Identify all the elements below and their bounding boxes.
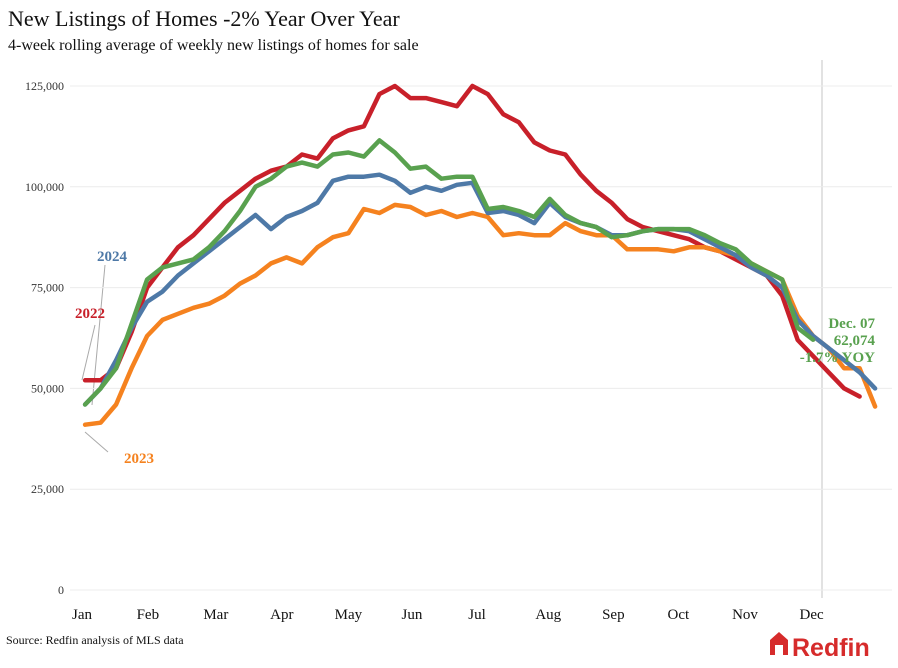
x-tick-label: Jan <box>72 607 92 623</box>
series-line <box>82 138 816 407</box>
y-tick-label: 25,000 <box>31 482 64 496</box>
logo-icon <box>770 632 788 655</box>
x-tick-label: Nov <box>732 607 758 623</box>
y-tick-label: 100,000 <box>25 180 64 194</box>
chart-title: New Listings of Homes -2% Year Over Year <box>8 6 400 31</box>
y-tick-label: 75,000 <box>31 281 64 295</box>
x-tick-label: Dec <box>800 607 824 623</box>
x-tick-label: Aug <box>535 607 561 623</box>
series-label: 2024 <box>97 249 128 265</box>
logo-text: Redfin <box>792 634 870 662</box>
annotation: Dec. 07 <box>828 316 875 332</box>
x-tick-label: Mar <box>203 607 228 623</box>
series-label: 2023 <box>124 451 154 467</box>
y-tick-label: 50,000 <box>31 381 64 395</box>
leader-line <box>81 324 96 381</box>
x-tick-label: Apr <box>270 607 293 623</box>
y-tick-label: 125,000 <box>25 79 64 93</box>
leader-line <box>84 431 109 453</box>
x-tick-label: Oct <box>668 607 690 623</box>
x-tick-label: Sep <box>602 607 625 623</box>
x-tick-label: Feb <box>137 607 160 623</box>
y-tick-label: 0 <box>58 583 64 597</box>
series-label: 2022 <box>75 306 105 322</box>
chart-subtitle: 4-week rolling average of weekly new lis… <box>8 37 419 54</box>
x-tick-label: Jul <box>468 607 486 623</box>
annotation: 62,074 <box>834 333 876 349</box>
source: Source: Redfin analysis of MLS data <box>6 633 184 647</box>
logo: Redfin <box>770 632 870 662</box>
series-line <box>82 83 862 399</box>
x-tick-label: Jun <box>402 607 423 623</box>
x-tick-label: May <box>335 607 363 623</box>
annotation: -1.7% YOY <box>800 350 875 366</box>
